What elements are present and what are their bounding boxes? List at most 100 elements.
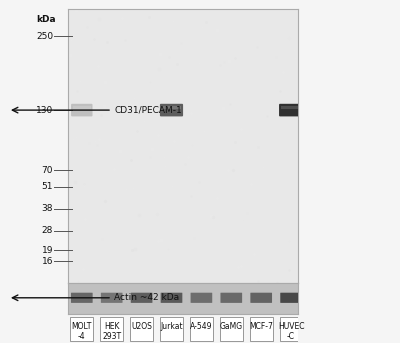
Point	[136, 213, 142, 218]
Point	[284, 147, 290, 152]
Point	[270, 137, 276, 142]
Point	[94, 142, 100, 147]
FancyBboxPatch shape	[160, 104, 183, 116]
Point	[273, 55, 279, 60]
Point	[204, 192, 211, 197]
Point	[292, 239, 299, 245]
Point	[221, 60, 228, 65]
Point	[79, 123, 86, 129]
Point	[165, 246, 172, 252]
Text: U2OS: U2OS	[131, 322, 152, 331]
Point	[243, 27, 249, 32]
Point	[254, 217, 260, 223]
Point	[99, 236, 106, 241]
Bar	[281, 106, 302, 109]
FancyBboxPatch shape	[250, 317, 272, 341]
Point	[244, 128, 250, 133]
Point	[280, 69, 286, 75]
Point	[109, 146, 116, 152]
Text: 19: 19	[42, 246, 53, 255]
Point	[87, 198, 94, 204]
Point	[203, 20, 209, 25]
Point	[140, 264, 147, 269]
Point	[65, 56, 72, 61]
Point	[291, 48, 297, 53]
Point	[157, 161, 164, 166]
FancyBboxPatch shape	[100, 317, 123, 341]
Point	[277, 88, 283, 94]
Point	[274, 280, 280, 286]
Point	[198, 201, 205, 206]
Point	[285, 238, 292, 244]
Point	[102, 199, 108, 204]
Point	[102, 276, 109, 282]
Point	[67, 52, 74, 58]
Point	[98, 113, 104, 118]
Point	[176, 243, 183, 248]
Point	[96, 16, 102, 22]
Point	[78, 42, 85, 48]
Point	[128, 157, 135, 162]
Point	[134, 107, 140, 113]
Point	[156, 67, 162, 72]
Point	[122, 37, 128, 43]
Point	[104, 40, 110, 45]
Point	[258, 244, 265, 250]
Point	[178, 40, 184, 46]
Point	[232, 55, 239, 60]
FancyBboxPatch shape	[280, 317, 302, 341]
FancyBboxPatch shape	[220, 317, 243, 341]
Point	[161, 154, 168, 159]
Text: Jurkat: Jurkat	[160, 322, 183, 331]
Point	[225, 167, 232, 173]
Point	[112, 145, 118, 151]
Point	[107, 61, 113, 66]
Point	[148, 40, 154, 45]
Bar	[73, 106, 91, 109]
Point	[141, 118, 148, 124]
Point	[124, 215, 130, 221]
Point	[213, 17, 219, 22]
Point	[120, 98, 126, 103]
Point	[168, 46, 174, 51]
Point	[171, 265, 178, 271]
Point	[147, 154, 153, 159]
Point	[238, 263, 244, 269]
Point	[198, 28, 205, 33]
Point	[81, 119, 88, 125]
Point	[90, 52, 96, 57]
Point	[242, 93, 249, 98]
Point	[82, 216, 88, 222]
Point	[252, 174, 258, 179]
FancyBboxPatch shape	[250, 293, 272, 303]
Text: 38: 38	[42, 204, 53, 213]
FancyBboxPatch shape	[160, 317, 183, 341]
Point	[292, 56, 298, 61]
Point	[188, 110, 195, 116]
Point	[250, 147, 257, 153]
Point	[258, 69, 264, 75]
Point	[201, 129, 208, 134]
Point	[188, 193, 194, 199]
Point	[86, 141, 92, 146]
Point	[119, 15, 125, 21]
Point	[156, 51, 163, 57]
FancyBboxPatch shape	[220, 293, 242, 303]
Point	[124, 52, 130, 57]
Point	[174, 252, 181, 257]
Text: MCF-7: MCF-7	[249, 322, 273, 331]
Point	[168, 138, 175, 143]
Text: 51: 51	[42, 182, 53, 191]
Point	[169, 184, 175, 189]
Point	[72, 8, 79, 13]
Point	[123, 187, 130, 192]
Point	[235, 264, 241, 270]
Point	[232, 139, 238, 144]
Point	[146, 14, 152, 20]
Point	[74, 88, 80, 94]
Point	[184, 209, 191, 214]
Point	[238, 126, 244, 132]
Point	[149, 146, 156, 152]
Point	[219, 106, 226, 111]
Point	[100, 103, 107, 108]
